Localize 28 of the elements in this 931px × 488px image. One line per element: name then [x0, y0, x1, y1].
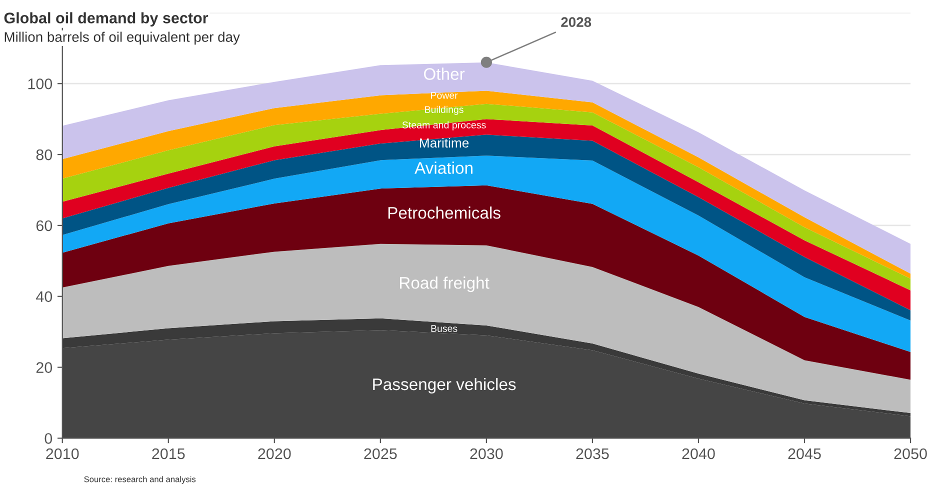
chart-title: Global oil demand by sector [4, 12, 208, 26]
x-tick-label: 2040 [682, 448, 715, 460]
series-label: Other [424, 68, 465, 80]
y-tick-label: 20 [36, 362, 52, 373]
series-label: Maritime [420, 138, 469, 148]
series-label: Passenger vehicles [373, 378, 516, 394]
x-tick-label: 2010 [46, 448, 79, 460]
x-tick-label: 2035 [576, 448, 609, 460]
x-tick-label: 2050 [894, 448, 927, 460]
series-label: Petrochemicals [388, 206, 500, 219]
x-tick-label: 2025 [364, 448, 397, 460]
annotation: 2028 [561, 17, 592, 28]
x-tick-label: 2030 [470, 448, 503, 460]
series-label: Buses [431, 325, 458, 332]
y-tick-label: 40 [36, 291, 52, 302]
y-tick-label: 60 [36, 220, 52, 232]
y-tick-label: 100 [28, 78, 52, 90]
series-label: Buildings [425, 106, 464, 115]
source-note: Source: research and analysis [84, 476, 196, 484]
x-tick-label: 2015 [152, 448, 185, 460]
series-label: Aviation [414, 162, 472, 174]
series-label: Power [431, 92, 458, 99]
text: Million barrels of oil equivalent per day [4, 32, 240, 45]
series-label: Road freight [400, 276, 490, 292]
x-tick-label: 2020 [258, 448, 291, 460]
y-tick-label: 0 [44, 433, 52, 444]
x-tick-label: 2045 [788, 448, 821, 460]
y-tick-label: 80 [36, 149, 52, 160]
